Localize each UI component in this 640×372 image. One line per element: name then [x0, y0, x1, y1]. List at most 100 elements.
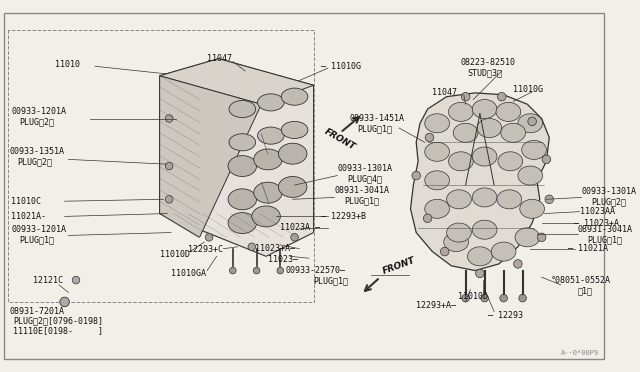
- Circle shape: [425, 133, 434, 142]
- Circle shape: [528, 117, 536, 126]
- Ellipse shape: [472, 100, 497, 119]
- Ellipse shape: [252, 206, 280, 227]
- Circle shape: [205, 234, 213, 241]
- Ellipse shape: [518, 166, 543, 185]
- Text: 00933-1301A: 00933-1301A: [582, 187, 637, 196]
- Ellipse shape: [425, 171, 449, 190]
- Ellipse shape: [522, 140, 547, 159]
- Ellipse shape: [228, 189, 257, 210]
- Text: 00933-1301A: 00933-1301A: [337, 164, 392, 173]
- Ellipse shape: [500, 123, 525, 142]
- Ellipse shape: [228, 213, 257, 234]
- Ellipse shape: [496, 102, 521, 121]
- Ellipse shape: [515, 228, 540, 247]
- Ellipse shape: [498, 152, 523, 171]
- Polygon shape: [159, 76, 261, 237]
- Text: PLUG（4）: PLUG（4）: [347, 175, 382, 184]
- Circle shape: [248, 243, 255, 251]
- Ellipse shape: [281, 88, 308, 105]
- Text: PLUG（1）: PLUG（1）: [314, 276, 349, 286]
- Text: 00933-1351A: 00933-1351A: [10, 147, 65, 156]
- Circle shape: [538, 233, 546, 241]
- Text: 08223-82510: 08223-82510: [461, 58, 516, 67]
- Text: PLUG（2）[0796-0198]: PLUG（2）[0796-0198]: [13, 317, 103, 326]
- Text: PLUG（1）: PLUG（1）: [588, 236, 622, 245]
- Circle shape: [230, 267, 236, 274]
- Text: 12293+A—: 12293+A—: [416, 301, 456, 310]
- Ellipse shape: [492, 242, 516, 261]
- Circle shape: [497, 92, 506, 101]
- Circle shape: [545, 195, 554, 203]
- Text: 11010D: 11010D: [159, 250, 189, 259]
- Circle shape: [476, 269, 484, 278]
- Polygon shape: [410, 93, 549, 270]
- Text: 11010: 11010: [55, 60, 80, 69]
- Circle shape: [481, 294, 488, 302]
- Ellipse shape: [449, 152, 473, 171]
- Circle shape: [165, 162, 173, 170]
- Text: PLUG（2）: PLUG（2）: [591, 198, 626, 207]
- Ellipse shape: [518, 114, 543, 133]
- Ellipse shape: [449, 102, 473, 121]
- Ellipse shape: [253, 182, 282, 203]
- Text: PLUG（2）: PLUG（2）: [17, 158, 52, 167]
- Text: PLUG（1）: PLUG（1）: [357, 125, 392, 134]
- Text: 12121C: 12121C: [33, 276, 63, 285]
- Circle shape: [514, 260, 522, 268]
- Text: 12293+C: 12293+C: [188, 245, 223, 254]
- Text: 00933-22570—: 00933-22570—: [285, 266, 345, 275]
- Ellipse shape: [477, 119, 502, 138]
- Text: PLUG（1）: PLUG（1）: [19, 236, 54, 245]
- Text: — 12293+B: — 12293+B: [321, 212, 366, 221]
- Ellipse shape: [425, 199, 449, 218]
- Ellipse shape: [425, 142, 449, 161]
- Circle shape: [165, 115, 173, 122]
- Ellipse shape: [253, 149, 282, 170]
- Text: 08931-3041A: 08931-3041A: [335, 186, 390, 195]
- Ellipse shape: [257, 94, 284, 111]
- Ellipse shape: [447, 190, 471, 209]
- Text: 11023AA: 11023AA: [580, 207, 614, 216]
- Text: PLUG（1）: PLUG（1）: [344, 197, 379, 206]
- Circle shape: [542, 155, 550, 164]
- Ellipse shape: [520, 199, 545, 218]
- Ellipse shape: [453, 123, 478, 142]
- Polygon shape: [159, 59, 314, 256]
- Ellipse shape: [281, 121, 308, 138]
- Text: 11010G: 11010G: [513, 84, 543, 94]
- Text: — 11023+A: — 11023+A: [574, 219, 619, 228]
- Circle shape: [72, 276, 80, 284]
- Ellipse shape: [497, 190, 522, 209]
- Circle shape: [519, 294, 527, 302]
- Ellipse shape: [257, 127, 284, 144]
- Ellipse shape: [444, 232, 468, 251]
- Circle shape: [440, 247, 449, 256]
- Text: FRONT: FRONT: [323, 127, 357, 152]
- Text: （1）: （1）: [578, 286, 593, 295]
- Ellipse shape: [229, 100, 255, 118]
- Text: 11110E[0198-     ]: 11110E[0198- ]: [13, 326, 103, 335]
- Circle shape: [277, 267, 284, 274]
- Text: PLUG（2）: PLUG（2）: [19, 118, 54, 127]
- Ellipse shape: [472, 147, 497, 166]
- Ellipse shape: [425, 114, 449, 133]
- Text: 11047: 11047: [433, 89, 458, 97]
- Text: — 12293: — 12293: [488, 311, 524, 320]
- Ellipse shape: [228, 155, 257, 176]
- Text: 00933-1201A: 00933-1201A: [12, 108, 67, 116]
- Ellipse shape: [472, 188, 497, 207]
- Ellipse shape: [468, 247, 492, 266]
- Circle shape: [60, 297, 69, 307]
- Ellipse shape: [447, 223, 471, 242]
- Text: 11010GA: 11010GA: [171, 269, 206, 278]
- Text: STUD（3）: STUD（3）: [468, 68, 502, 77]
- Text: 11047: 11047: [207, 54, 232, 63]
- Ellipse shape: [278, 176, 307, 198]
- Circle shape: [412, 171, 420, 180]
- Text: 08931-3041A: 08931-3041A: [578, 225, 633, 234]
- Text: 11023+A—: 11023+A—: [255, 244, 294, 253]
- Circle shape: [291, 234, 298, 241]
- Text: 11010D: 11010D: [458, 292, 488, 301]
- Ellipse shape: [229, 134, 255, 151]
- Text: — 11010G: — 11010G: [321, 62, 361, 71]
